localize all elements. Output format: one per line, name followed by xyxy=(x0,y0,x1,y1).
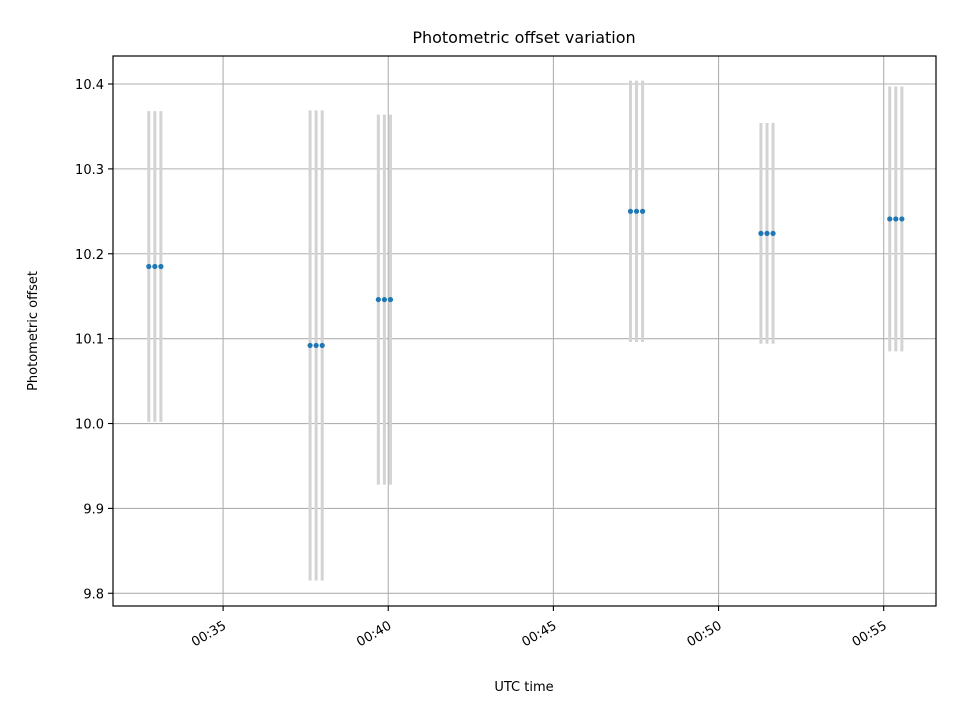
data-point xyxy=(375,296,381,303)
data-point xyxy=(770,230,776,236)
y-tick-label: 10.3 xyxy=(75,163,104,178)
y-tick-label: 9.8 xyxy=(83,587,104,602)
data-point xyxy=(313,342,319,349)
data-point xyxy=(627,208,634,214)
grid xyxy=(113,56,936,606)
data-point xyxy=(319,342,325,349)
y-tick-label: 9.9 xyxy=(83,502,104,517)
data-point xyxy=(146,263,152,270)
data-point xyxy=(899,216,905,222)
data-point xyxy=(764,230,770,236)
data-point xyxy=(307,342,313,349)
data-point xyxy=(152,263,158,270)
data-point xyxy=(887,216,893,222)
data-point xyxy=(158,263,164,270)
y-tick-label: 10.4 xyxy=(75,78,104,93)
y-tick-label: 10.1 xyxy=(75,333,104,348)
data-point xyxy=(639,208,646,214)
data-point xyxy=(387,296,394,303)
x-axis-label: UTC time xyxy=(494,680,553,695)
data-points xyxy=(146,208,905,349)
data-point xyxy=(381,296,387,303)
chart-title: Photometric offset variation xyxy=(412,28,635,47)
data-point xyxy=(893,216,899,222)
data-point xyxy=(633,208,640,214)
y-axis-label: Photometric offset xyxy=(26,271,41,391)
y-axis: 9.8 9.9 10.0 10.1 10.2 10.3 10.4 xyxy=(75,78,113,602)
y-tick-label: 10.2 xyxy=(75,248,104,263)
y-tick-label: 10.0 xyxy=(75,418,104,433)
data-point xyxy=(758,230,764,236)
plot-frame xyxy=(112,55,937,607)
